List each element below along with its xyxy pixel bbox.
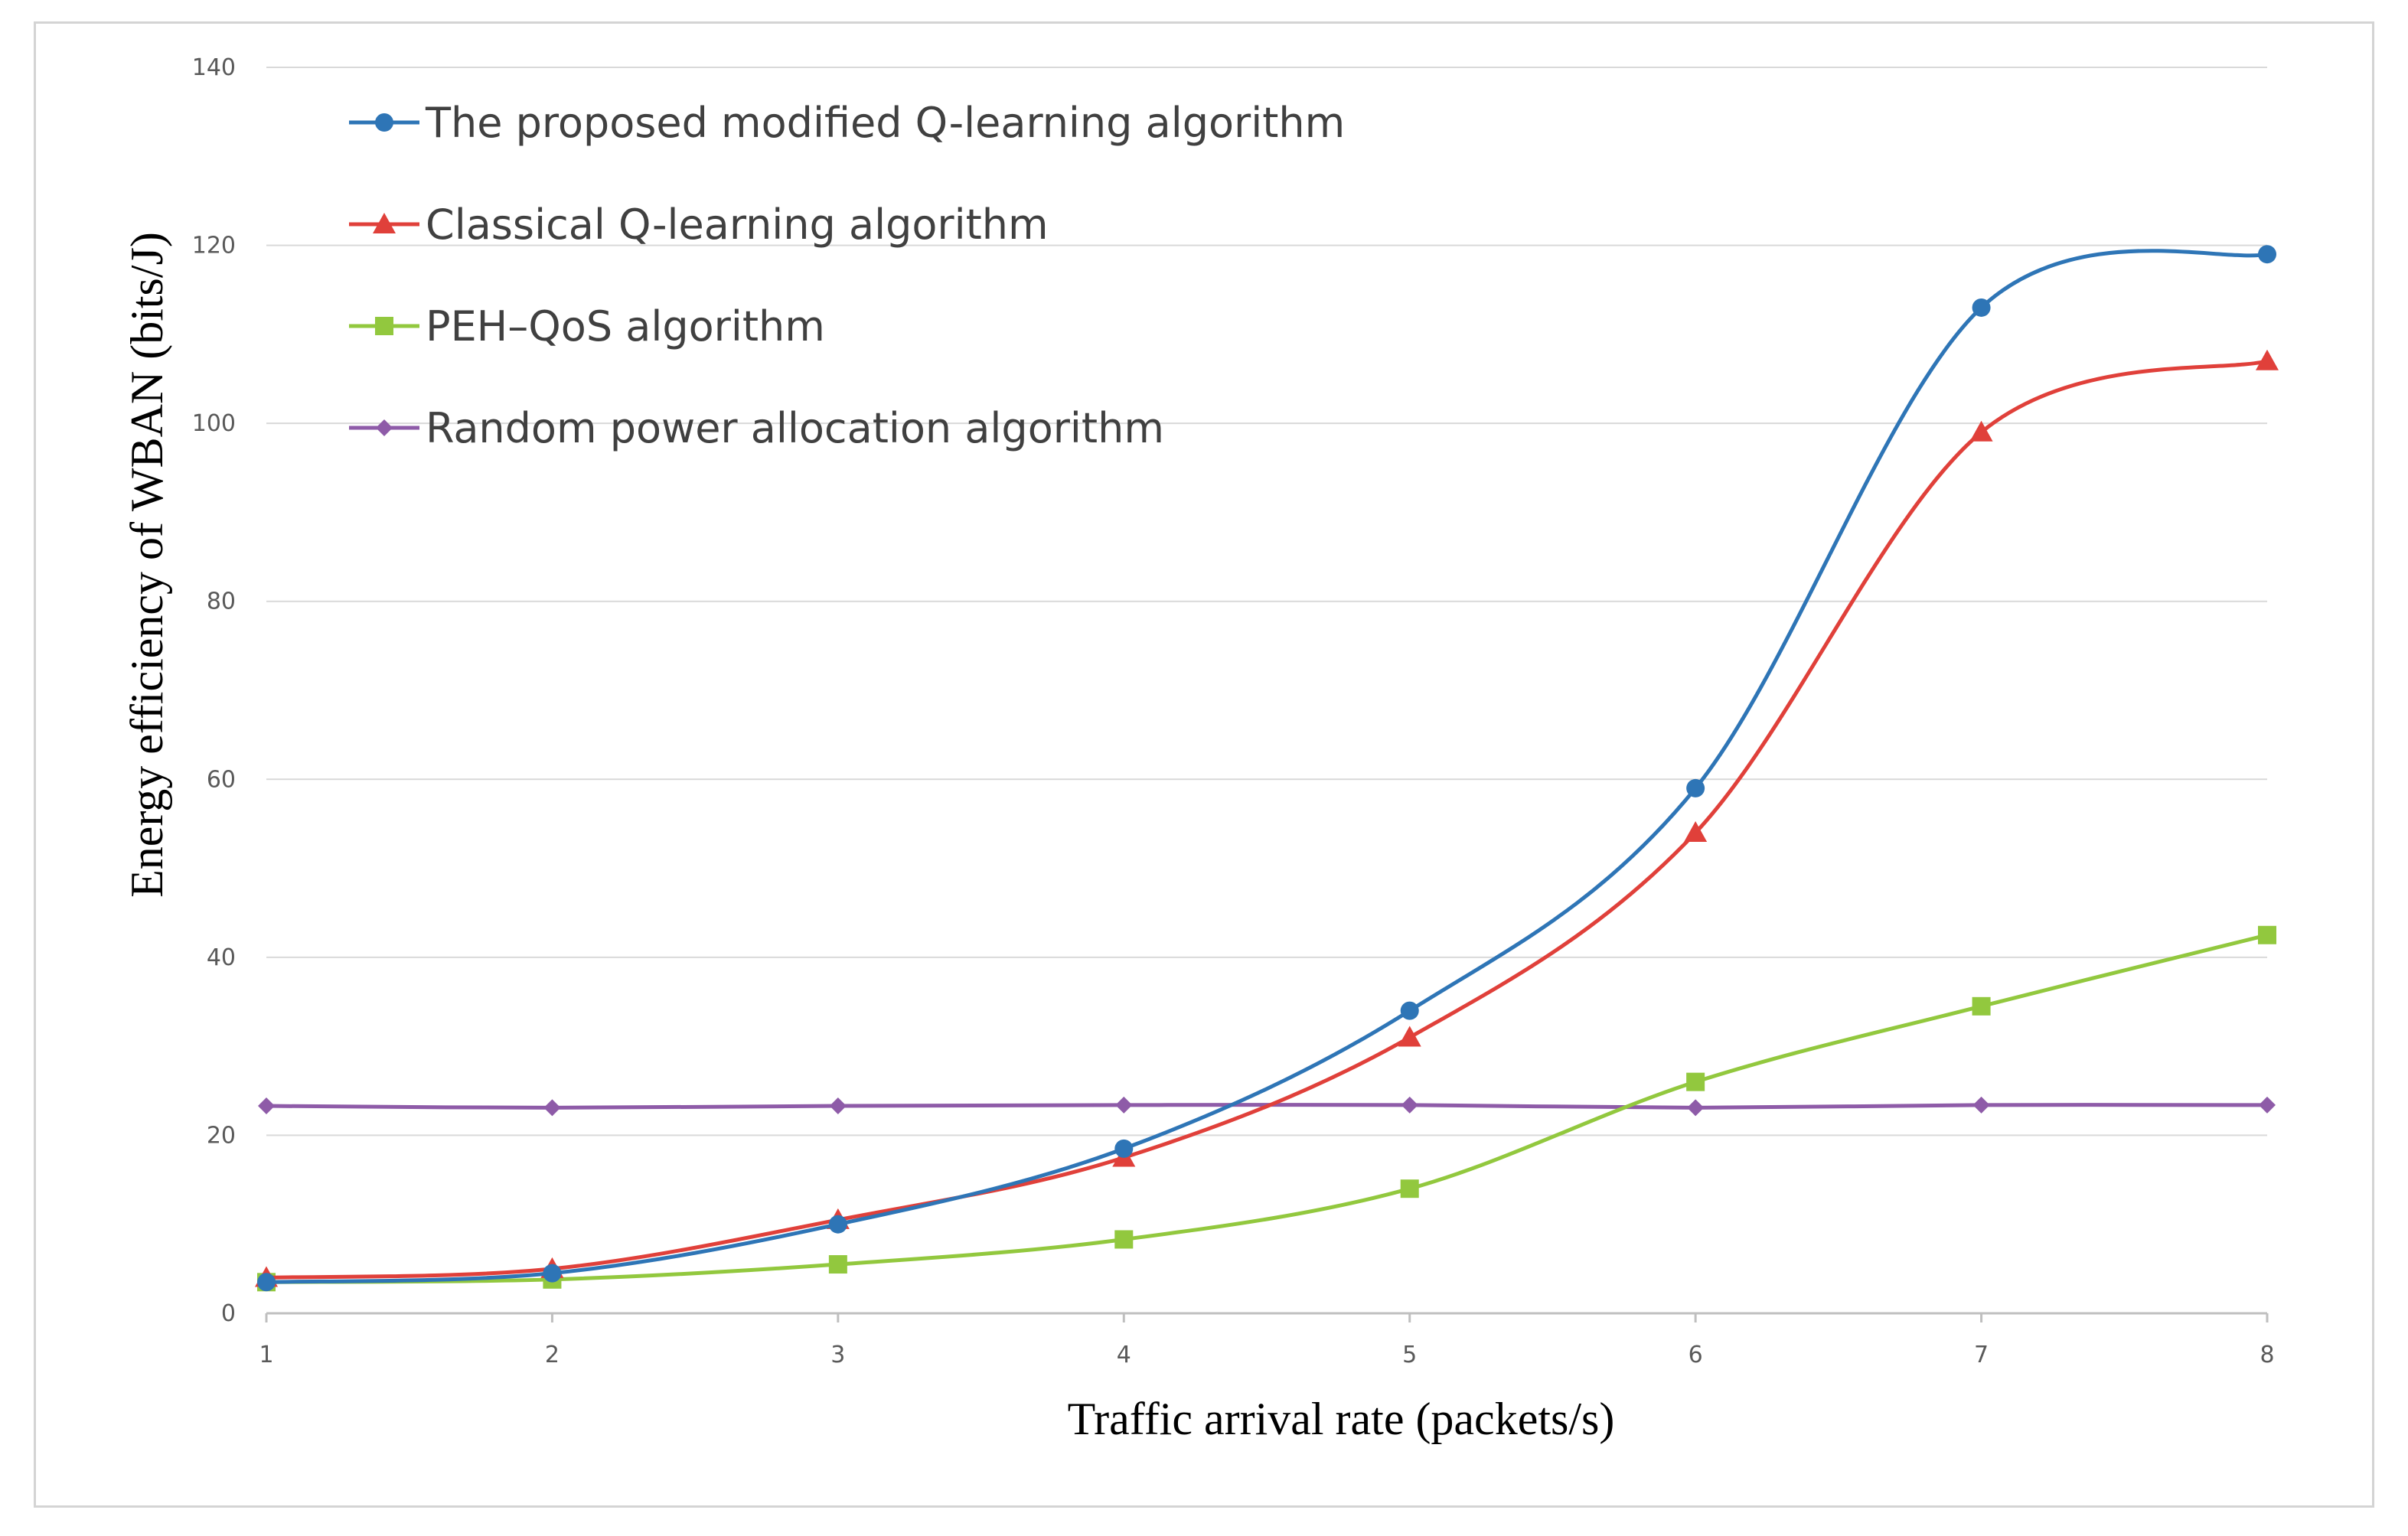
data-point [1114, 1139, 1134, 1158]
legend-marker [373, 213, 396, 233]
data-point [1972, 996, 1991, 1016]
data-point [2258, 245, 2276, 264]
x-tick-label: 5 [1402, 1342, 1417, 1368]
gridlines [266, 67, 2267, 1137]
legend-marker [375, 317, 393, 335]
x-tick-label: 7 [1974, 1342, 1989, 1368]
data-point [1972, 298, 1991, 317]
data-point [2258, 925, 2276, 944]
data-point [1684, 821, 1708, 843]
y-tick-label: 120 [192, 233, 236, 259]
y-axis-ticks: 0 20 40 60 80 100 120 140 [192, 54, 236, 1327]
data-point [257, 1273, 276, 1292]
data-point [1398, 1026, 1421, 1047]
series-2 [255, 349, 2279, 1287]
series-line [264, 249, 2269, 1284]
y-tick-label: 40 [207, 944, 236, 971]
x-tick-label: 1 [259, 1342, 273, 1368]
y-tick-label: 100 [192, 410, 236, 437]
data-point [1114, 1230, 1134, 1249]
y-tick-label: 20 [207, 1122, 236, 1149]
data-point [1400, 1001, 1419, 1020]
y-tick-label: 0 [221, 1300, 236, 1327]
data-point [543, 1264, 562, 1283]
legend-label: PEH–QoS algorithm [426, 302, 825, 351]
y-tick-label: 60 [207, 766, 236, 793]
legend-marker [375, 113, 393, 132]
x-tick-label: 8 [2260, 1342, 2274, 1368]
x-tick-label: 2 [545, 1342, 560, 1368]
legend-entry: The proposed modified Q-learning algorit… [349, 99, 1345, 147]
data-point [1115, 1096, 1133, 1114]
data-point [1686, 1072, 1705, 1091]
legend: The proposed modified Q-learning algorit… [349, 99, 1345, 452]
legend-label: The proposed modified Q-learning algorit… [425, 99, 1345, 147]
y-tick-label: 80 [207, 589, 236, 615]
y-axis-title: Energy efficiency of WBAN (bits/J) [122, 232, 172, 898]
data-point [2256, 349, 2279, 370]
data-point [829, 1097, 847, 1115]
x-axis-ticks: 1 2 3 4 5 6 7 8 [259, 1313, 2275, 1368]
x-tick-label: 6 [1689, 1342, 1703, 1368]
legend-entry: Random power allocation algorithm [349, 404, 1164, 452]
data-point [1972, 1096, 1990, 1114]
chart-frame [34, 21, 2374, 1508]
data-point [543, 1099, 561, 1117]
legend-entry: Classical Q-learning algorithm [349, 201, 1049, 249]
x-axis-title: Traffic arrival rate (packets/s) [1068, 1394, 1615, 1444]
legend-label: Classical Q-learning algorithm [426, 201, 1049, 249]
x-tick-label: 4 [1117, 1342, 1131, 1368]
series-line [264, 359, 2269, 1280]
data-point [828, 1255, 847, 1274]
data-point [1687, 1099, 1705, 1117]
data-point [1401, 1096, 1418, 1114]
series-line [264, 933, 2269, 1284]
data-point [2259, 1096, 2276, 1114]
data-point [258, 1097, 275, 1115]
series-1 [257, 245, 2276, 1292]
y-tick-label: 140 [192, 54, 236, 81]
data-point [828, 1215, 847, 1234]
data-point [1686, 778, 1705, 797]
series-layer [255, 245, 2279, 1292]
data-point [1400, 1179, 1419, 1198]
x-tick-label: 3 [830, 1342, 845, 1368]
legend-entry: PEH–QoS algorithm [349, 302, 825, 351]
legend-label: Random power allocation algorithm [426, 404, 1164, 452]
data-point [1969, 420, 1993, 442]
legend-marker [376, 419, 393, 436]
